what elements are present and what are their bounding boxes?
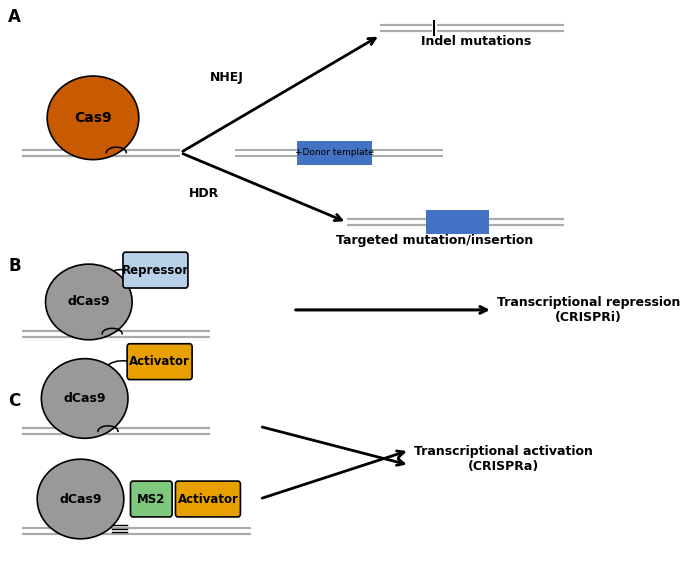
Text: MS2: MS2: [137, 492, 166, 506]
Ellipse shape: [47, 76, 139, 159]
FancyBboxPatch shape: [127, 344, 192, 379]
Text: Activator: Activator: [177, 492, 238, 506]
Ellipse shape: [45, 264, 132, 340]
Text: A: A: [8, 8, 21, 26]
Text: Cas9: Cas9: [74, 111, 112, 125]
Text: Targeted mutation/insertion: Targeted mutation/insertion: [336, 234, 533, 247]
FancyBboxPatch shape: [175, 481, 240, 517]
Text: B: B: [8, 257, 21, 275]
FancyBboxPatch shape: [123, 252, 188, 288]
Text: C: C: [8, 392, 21, 410]
Bar: [297, 141, 372, 165]
Text: NHEJ: NHEJ: [210, 71, 243, 84]
Text: Indel mutations: Indel mutations: [421, 35, 531, 48]
Text: dCas9: dCas9: [59, 492, 102, 506]
Text: Repressor: Repressor: [122, 264, 189, 276]
Text: dCas9: dCas9: [63, 392, 106, 405]
Text: Transcriptional repression
(CRISPRi): Transcriptional repression (CRISPRi): [497, 296, 680, 324]
Text: Activator: Activator: [129, 355, 190, 368]
FancyBboxPatch shape: [131, 481, 172, 517]
Bar: [426, 210, 488, 235]
Ellipse shape: [41, 359, 128, 438]
Text: dCas9: dCas9: [67, 296, 110, 308]
Ellipse shape: [37, 459, 124, 539]
Text: HDR: HDR: [189, 187, 219, 200]
Text: Transcriptional activation
(CRISPRa): Transcriptional activation (CRISPRa): [414, 445, 592, 473]
Text: +Donor template: +Donor template: [295, 148, 374, 157]
